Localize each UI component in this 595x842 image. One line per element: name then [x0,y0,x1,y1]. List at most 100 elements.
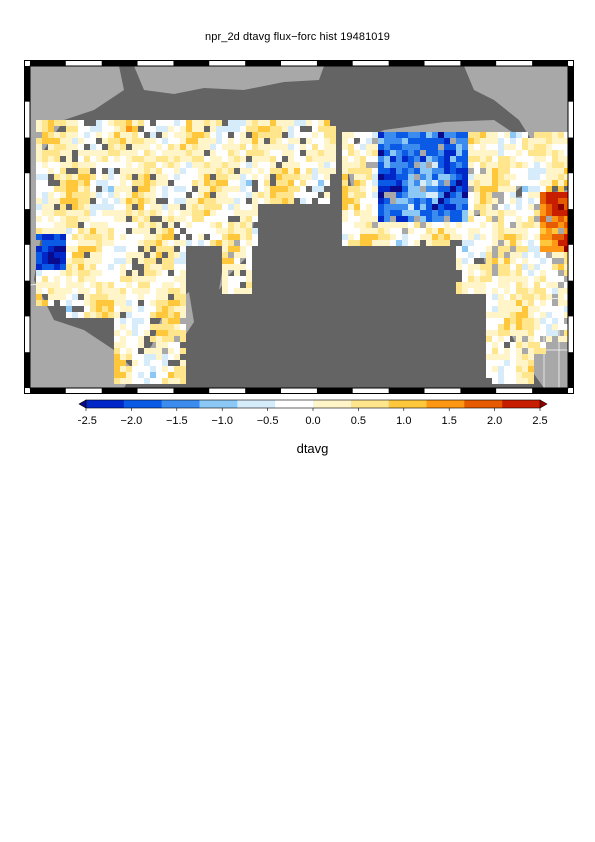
data-cell [510,138,516,144]
data-cell [150,210,156,216]
data-cell [180,336,186,342]
data-cell [90,306,96,312]
data-cell [486,282,492,288]
data-cell [516,222,522,228]
data-cell [504,228,510,234]
data-cell [156,270,162,276]
data-cell [168,192,174,198]
data-cell [138,186,144,192]
data-cell [318,174,324,180]
data-cell [468,288,474,294]
data-cell [564,204,568,210]
data-cell [444,228,450,234]
data-cell [492,348,498,354]
data-cell [90,240,96,246]
data-cell [180,324,186,330]
data-cell [126,354,132,360]
data-cell [456,192,462,198]
data-cell [444,210,450,216]
data-cell [132,234,138,240]
data-cell [252,150,258,156]
data-cell [420,210,426,216]
data-cell [324,126,330,132]
data-cell [150,162,156,168]
data-cell [216,210,222,216]
data-cell [150,144,156,150]
data-cell [138,150,144,156]
data-cell [300,156,306,162]
data-cell [468,240,474,246]
data-cell [42,162,48,168]
data-cell [198,126,204,132]
data-cell [306,162,312,168]
colorbar-label: dtavg [296,441,329,456]
data-cell [552,318,558,324]
data-cell [558,162,564,168]
data-cell [318,198,324,204]
data-cell [144,138,150,144]
data-cell [222,150,228,156]
data-cell [396,222,402,228]
data-cell [240,132,246,138]
data-cell [108,276,114,282]
data-cell [240,150,246,156]
data-cell [564,150,568,156]
data-cell [486,144,492,150]
data-cell [360,204,366,210]
data-cell [354,174,360,180]
data-cell [354,240,360,246]
data-cell [348,234,354,240]
data-cell [222,264,228,270]
data-cell [252,234,258,240]
data-cell [132,378,138,384]
data-cell [312,168,318,174]
data-cell [78,168,84,174]
data-cell [186,168,192,174]
data-cell [108,156,114,162]
data-cell [42,258,48,264]
data-cell [36,270,42,276]
data-cell [234,228,240,234]
data-cell [120,354,126,360]
data-cell [276,168,282,174]
data-cell [540,144,546,150]
data-cell [90,294,96,300]
data-cell [528,282,534,288]
data-cell [60,180,66,186]
data-cell [114,330,120,336]
data-cell [252,144,258,150]
data-cell [60,252,66,258]
data-cell [126,318,132,324]
data-cell [126,120,132,126]
data-cell [54,294,60,300]
data-cell [522,180,528,186]
data-cell [54,138,60,144]
data-cell [78,264,84,270]
data-cell [84,306,90,312]
data-cell [396,228,402,234]
data-cell [192,168,198,174]
data-cell [150,126,156,132]
data-cell [144,354,150,360]
data-cell [510,168,516,174]
data-cell [42,228,48,234]
data-cell [114,294,120,300]
data-cell [216,240,222,246]
data-cell [48,144,54,150]
data-cell [144,330,150,336]
data-cell [462,198,468,204]
data-cell [36,168,42,174]
data-cell [210,156,216,162]
data-cell [174,312,180,318]
data-cell [240,156,246,162]
data-cell [522,294,528,300]
data-cell [552,144,558,150]
data-cell [558,312,564,318]
data-cell [162,366,168,372]
data-cell [246,180,252,186]
data-cell [234,126,240,132]
data-cell [510,150,516,156]
data-cell [150,156,156,162]
data-cell [258,120,264,126]
data-cell [210,132,216,138]
